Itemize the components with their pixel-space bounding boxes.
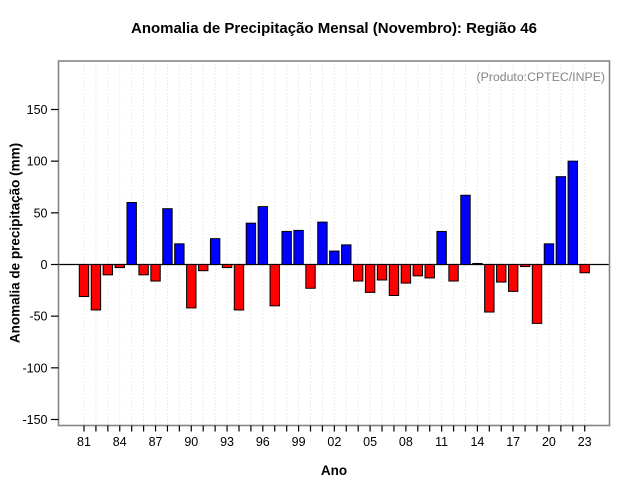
bar-1996 [257,206,269,265]
bar-2013 [460,194,471,266]
x-tick-label-1993: 93 [220,435,234,449]
bar-2000 [305,264,316,289]
y-tick-label-100: 100 [27,155,48,169]
bar-1995 [245,222,257,265]
bar-1993 [221,264,233,269]
bar-1985 [126,202,137,265]
product-annotation: (Produto:CPTEC/INPE) [477,70,605,84]
bar-1986 [138,264,149,276]
bar-2016 [496,264,507,283]
y-tick-label--100: -100 [22,361,47,375]
x-tick-label-2011: 11 [435,435,448,449]
bar-2008 [400,264,412,284]
bar-1987 [150,264,161,282]
x-tick-label-2020: 20 [542,435,556,449]
bar-1984 [114,264,125,269]
bar-2014 [472,262,483,266]
bar-2012 [448,264,459,282]
y-tick-label-0: 0 [41,258,48,272]
bar-1981 [78,264,90,298]
x-tick-label-2014: 14 [470,435,484,449]
bar-2002 [329,250,340,265]
x-tick-label-2008: 08 [399,435,413,449]
x-tick-label-1981: 81 [77,435,91,449]
bar-2005 [364,264,376,293]
bar-1999 [293,229,304,265]
bar-2009 [412,264,424,277]
x-tick-label-2002: 02 [327,435,341,449]
y-tick-label-50: 50 [34,206,48,220]
x-tick-label-2017: 17 [506,435,520,449]
x-tick-label-1996: 96 [256,435,270,449]
bar-2004 [352,264,364,282]
bar-2011 [436,230,447,266]
bar-1997 [269,264,280,307]
x-tick-label-1999: 99 [292,435,306,449]
y-tick-label--150: -150 [22,413,47,427]
bar-2007 [388,264,400,296]
y-tick-label-150: 150 [27,103,48,117]
bar-1988 [162,208,173,265]
bar-1994 [233,264,245,311]
y-tick-label--50: -50 [29,310,47,324]
bar-1998 [281,230,292,266]
bar-2018 [519,264,531,268]
bar-2021 [555,176,567,265]
bar-2023 [579,264,590,274]
bar-2015 [484,264,495,313]
x-tick-label-2023: 23 [578,435,592,449]
bar-2001 [317,221,328,266]
bar-2022 [567,160,578,265]
bar-1991 [198,264,209,272]
x-axis-label: Ano [320,463,348,478]
bar-1990 [186,264,197,309]
bar-2020 [543,243,555,265]
bar-1983 [102,264,114,276]
x-tick-label-1984: 84 [113,435,127,449]
x-tick-label-1987: 87 [149,435,163,449]
x-tick-label-2005: 05 [363,435,377,449]
bar-2003 [341,244,352,265]
bar-2006 [376,264,388,281]
bar-1982 [90,264,102,311]
chart-title: Anomalia de Precipitação Mensal (Novembr… [131,20,537,37]
bar-2017 [507,264,519,292]
x-tick-label-1990: 90 [184,435,198,449]
bar-2010 [424,264,435,279]
bar-1989 [174,243,185,265]
bar-2019 [531,264,543,324]
bar-1992 [209,238,221,265]
